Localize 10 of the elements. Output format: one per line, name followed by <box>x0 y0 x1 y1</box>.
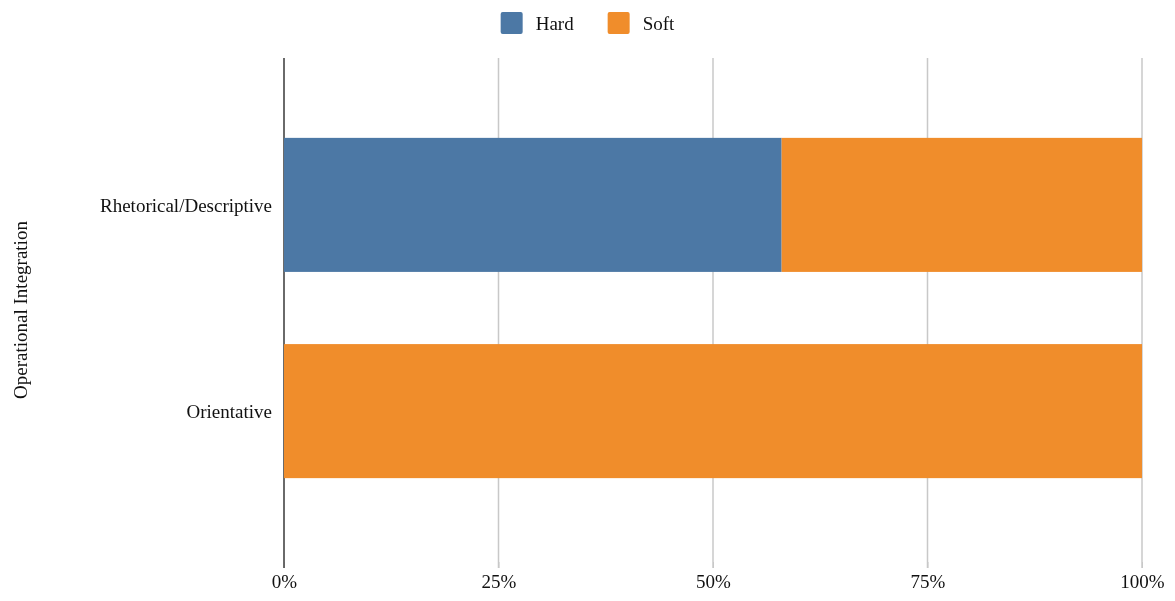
y-tick-label: Rhetorical/Descriptive <box>100 194 272 216</box>
y-axis-title: Operational Integration <box>10 220 31 399</box>
x-tick-label: 75% <box>910 571 946 593</box>
x-tick-label: 25% <box>481 571 517 593</box>
x-tick-label: 100% <box>1120 571 1165 593</box>
legend-label: Soft <box>642 12 676 34</box>
x-tick-label: 0% <box>271 571 298 593</box>
x-tick-label: 50% <box>696 571 732 593</box>
y-tick-label: Orientative <box>186 400 272 422</box>
legend-label: Hard <box>535 12 575 34</box>
